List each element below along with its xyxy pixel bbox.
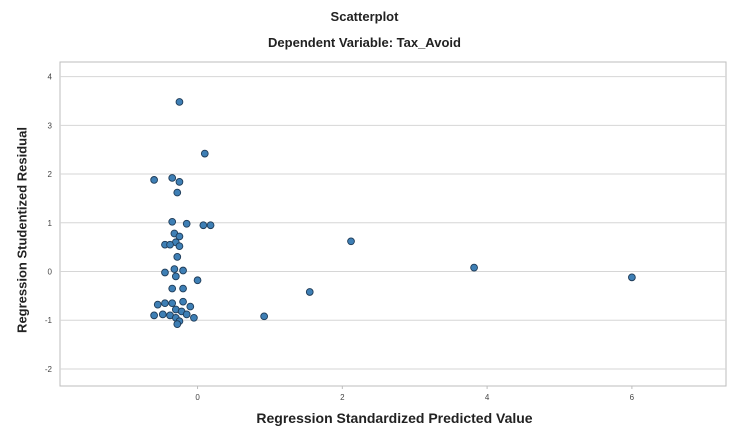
data-point	[153, 300, 162, 309]
data-point	[190, 313, 198, 322]
x-axis-label: Regression Standardized Predicted Value	[256, 410, 533, 426]
y-tick-label: 4	[48, 73, 53, 82]
y-tick-label: -2	[45, 365, 53, 374]
x-tick-label: 6	[630, 393, 635, 402]
data-point	[179, 284, 187, 293]
data-point	[170, 265, 179, 273]
data-point	[168, 299, 177, 308]
data-point	[175, 242, 184, 251]
data-point	[173, 320, 182, 328]
y-tick-label: 3	[48, 121, 53, 130]
y-tick-label: 2	[48, 170, 53, 179]
data-point	[199, 221, 208, 230]
data-point	[193, 276, 202, 285]
data-point	[173, 188, 182, 197]
data-point	[260, 312, 268, 321]
data-point	[175, 232, 184, 241]
y-tick-label: 1	[48, 219, 53, 228]
data-point	[161, 299, 169, 308]
y-tick-label: 0	[48, 268, 53, 277]
data-point	[168, 284, 177, 293]
data-point	[182, 219, 191, 228]
x-tick-label: 2	[340, 393, 345, 402]
chart-subtitle: Dependent Variable: Tax_Avoid	[268, 35, 461, 50]
data-point	[150, 176, 158, 184]
data-point	[347, 237, 355, 246]
data-point	[166, 240, 174, 249]
data-point	[175, 178, 184, 186]
data-point	[470, 263, 478, 272]
chart-title: Scatterplot	[330, 9, 399, 24]
data-point	[161, 268, 169, 277]
data-point	[305, 288, 314, 296]
data-point	[206, 221, 215, 230]
data-point	[186, 302, 195, 311]
data-point	[150, 311, 158, 320]
data-point	[168, 217, 177, 226]
data-point	[628, 273, 636, 282]
y-axis-label: Regression Studentized Residual	[14, 127, 30, 333]
data-point	[168, 174, 177, 182]
data-point	[175, 98, 184, 106]
data-point	[200, 149, 209, 158]
data-point	[158, 310, 167, 319]
y-tick-label: -1	[45, 316, 53, 325]
plot-area	[59, 61, 727, 387]
data-point	[179, 297, 187, 306]
data-point	[171, 272, 180, 281]
x-tick-label: 0	[195, 393, 200, 402]
data-point	[182, 310, 191, 319]
data-point	[173, 253, 182, 261]
data-point	[179, 266, 187, 275]
x-tick-label: 4	[485, 393, 490, 402]
